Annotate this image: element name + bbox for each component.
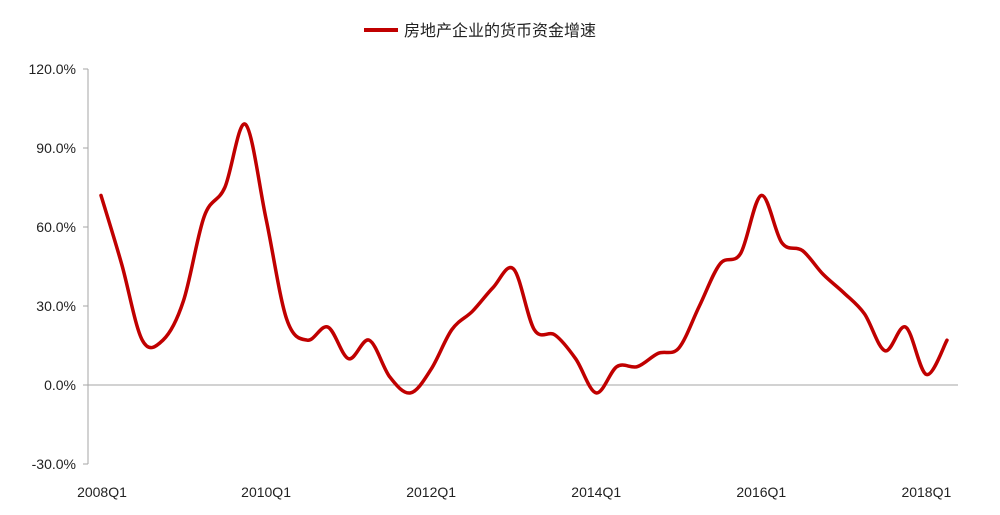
y-axis: -30.0% 0.0% 30.0% 60.0% 90.0% 120.0% (29, 61, 89, 472)
x-tick-label: 2014Q1 (571, 484, 621, 500)
y-tick-label: 0.0% (44, 377, 76, 393)
x-tick-label: 2010Q1 (241, 484, 291, 500)
x-tick-label: 2012Q1 (406, 484, 456, 500)
y-tick-label: -30.0% (32, 456, 76, 472)
y-tick-label: 60.0% (36, 219, 76, 235)
plot-area (99, 122, 949, 395)
y-tick-label: 120.0% (29, 61, 76, 77)
x-tick-label: 2008Q1 (77, 484, 127, 500)
y-tick-label: 90.0% (36, 140, 76, 156)
legend-label: 房地产企业的货币资金增速 (404, 21, 596, 40)
x-tick-label: 2016Q1 (736, 484, 786, 500)
x-axis: 2008Q1 2010Q1 2012Q1 2014Q1 2016Q1 2018Q1 (77, 384, 958, 500)
y-tick-label: 30.0% (36, 298, 76, 314)
legend: 房地产企业的货币资金增速 (364, 21, 596, 40)
x-tick-label: 2018Q1 (901, 484, 951, 500)
series-line (99, 122, 949, 395)
